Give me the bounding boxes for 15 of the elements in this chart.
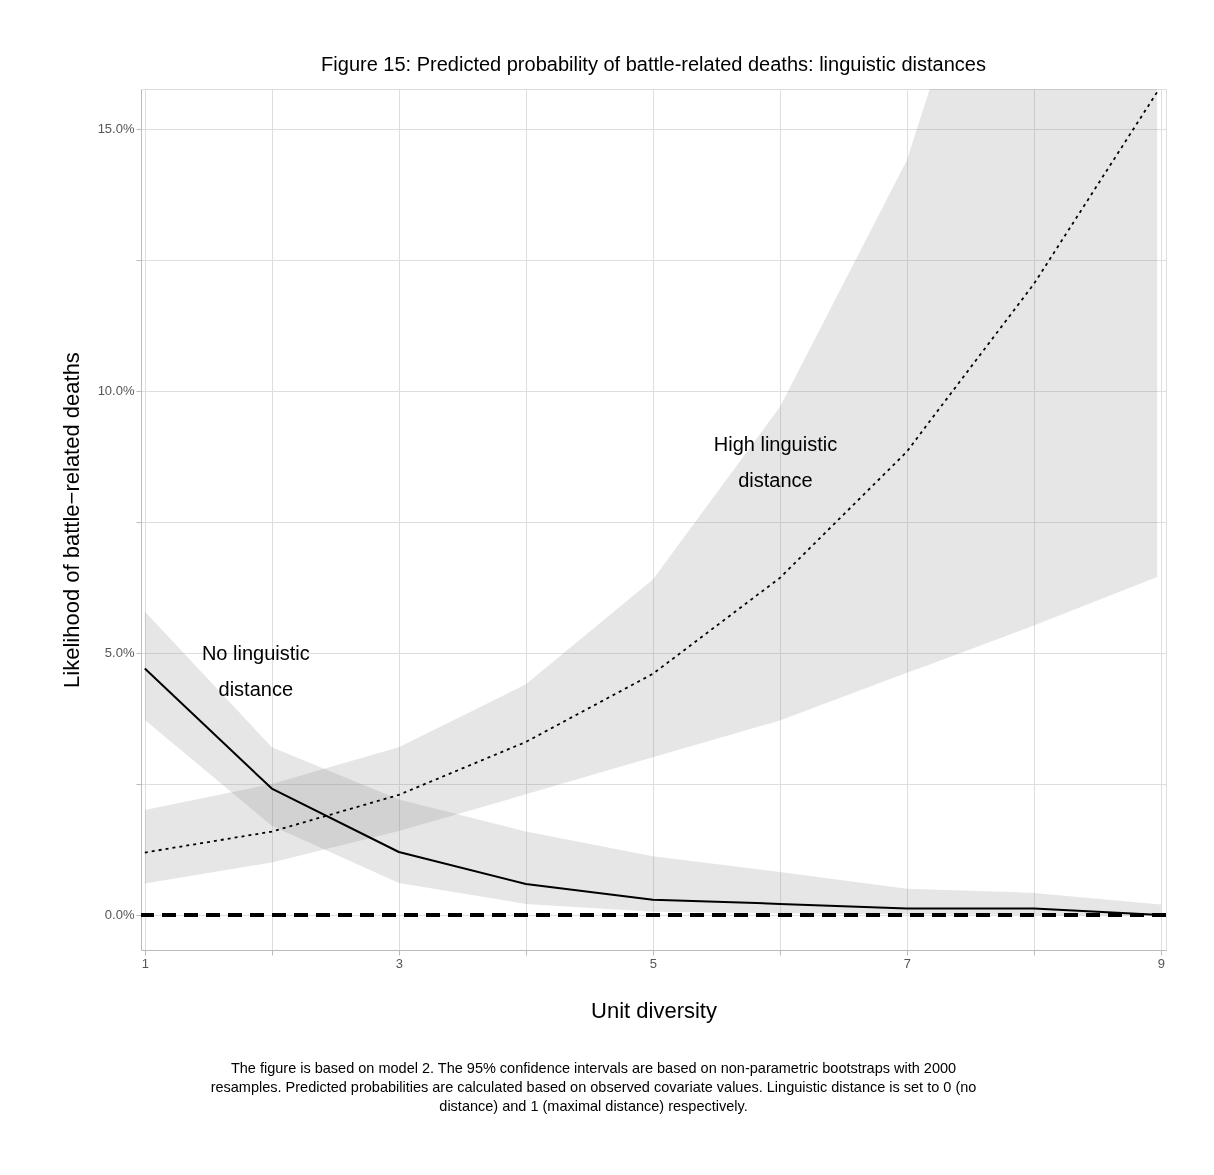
y-tick-label: 5.0% [104, 645, 135, 661]
x-tick-label: 3 [395, 955, 403, 971]
x-tick-label: 9 [1157, 955, 1166, 971]
y-tick-label: 0.0% [104, 907, 135, 923]
x-tick-label: 7 [903, 955, 912, 971]
y-axis-title: Likelihood of battle−related deaths [58, 352, 84, 688]
x-tick-label: 1 [141, 955, 149, 971]
chart-title: Figure 15: Predicted probability of battle-related deaths: linguistic distances [321, 53, 986, 75]
x-tick-label: 5 [649, 955, 657, 971]
x-axis-title: Unit diversity [591, 997, 717, 1023]
y-tick-label: 10.0% [97, 383, 135, 399]
annotation: No linguistic distance [201, 641, 310, 700]
text: The figure is based on model 2. The 95% confidence intervals are based on non-parametric bootstraps with 2000 resamples. Predicted probabilities are calculated based on observed covariate values. Linguistic distance is set to 0 (no distance) and 1 (maximal distance) respectively. [210, 1060, 977, 1114]
y-tick-label: 15.0% [97, 121, 135, 137]
annotation: High linguistic distance [713, 432, 838, 491]
